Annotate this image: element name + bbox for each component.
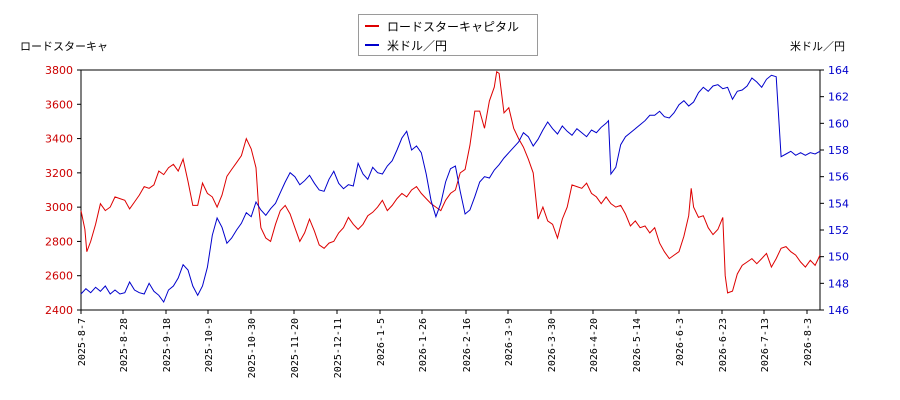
left-axis-title: ロードスターキャ xyxy=(20,40,108,53)
x-tick-label: 2026-1-5 xyxy=(376,318,387,366)
right-tick-label: 152 xyxy=(828,224,849,237)
series-lines xyxy=(80,70,821,304)
right-tick-label: 154 xyxy=(828,197,849,210)
left-tick-label: 3800 xyxy=(45,64,73,77)
x-tick-label: 2025-12-11 xyxy=(333,318,344,378)
left-tick-label: 2800 xyxy=(45,235,73,248)
right-tick-label: 156 xyxy=(828,171,849,184)
legend-item-series-2: 米ドル／円 xyxy=(365,36,447,54)
x-tick-label: 2025-11-20 xyxy=(290,318,301,378)
right-tick-label: 150 xyxy=(828,251,849,264)
left-tick-label: 2400 xyxy=(45,304,73,317)
left-tick-label: 3400 xyxy=(45,133,73,146)
legend-swatch-blue xyxy=(365,44,379,46)
left-tick-label: 2600 xyxy=(45,270,73,283)
right-tick-label: 160 xyxy=(828,117,849,130)
right-tick-label: 148 xyxy=(828,277,849,290)
x-tick-label: 2025-8-28 xyxy=(119,318,130,372)
right-axis-title: 米ドル／円 xyxy=(790,40,845,53)
right-tick-label: 146 xyxy=(828,304,849,317)
legend-item-series-1: ロードスターキャピタル xyxy=(365,17,519,35)
x-tick-label: 2025-8-7 xyxy=(77,318,88,366)
x-tick-label: 2026-8-3 xyxy=(803,318,814,366)
right-tick-label: 164 xyxy=(828,64,849,77)
x-tick-label: 2026-2-16 xyxy=(462,318,473,372)
left-y-axis: 2400 2600 2800 3000 3200 3400 3600 3800 xyxy=(45,64,81,317)
x-tick-label: 2026-7-13 xyxy=(760,318,771,372)
x-tick-label: 2026-1-26 xyxy=(418,318,429,372)
x-tick-label: 2026-3-30 xyxy=(547,318,558,372)
x-tick-label: 2026-6-3 xyxy=(675,318,686,366)
series-line-usdjpy xyxy=(80,74,821,304)
x-tick-label: 2026-5-14 xyxy=(632,318,643,372)
legend-label-series-1: ロードスターキャピタル xyxy=(387,19,520,34)
plot-area xyxy=(80,69,821,311)
right-tick-label: 162 xyxy=(828,91,849,104)
x-tick-label: 2026-4-20 xyxy=(589,318,600,372)
plot-frame xyxy=(80,69,821,311)
left-tick-label: 3200 xyxy=(45,167,73,180)
left-tick-label: 3000 xyxy=(45,201,73,214)
right-y-axis: 146 148 150 152 154 156 158 160 162 164 xyxy=(820,64,849,317)
x-axis: 2025-8-7 2025-8-28 2025-9-18 2025-10-9 2025-… xyxy=(77,310,814,378)
legend-label-series-2: 米ドル／円 xyxy=(387,38,448,53)
x-tick-label: 2026-6-23 xyxy=(718,318,729,372)
x-tick-label: 2025-10-9 xyxy=(204,318,215,372)
left-tick-label: 3600 xyxy=(45,98,73,111)
legend-swatch-red xyxy=(365,25,379,27)
x-tick-label: 2026-3-9 xyxy=(504,318,515,366)
x-tick-label: 2025-9-18 xyxy=(162,318,173,372)
legend: ロードスターキャピタル 米ドル／円 xyxy=(358,14,538,56)
series-line-loadstar xyxy=(80,70,821,294)
x-tick-label: 2025-10-30 xyxy=(247,318,258,378)
right-tick-label: 158 xyxy=(828,144,849,157)
